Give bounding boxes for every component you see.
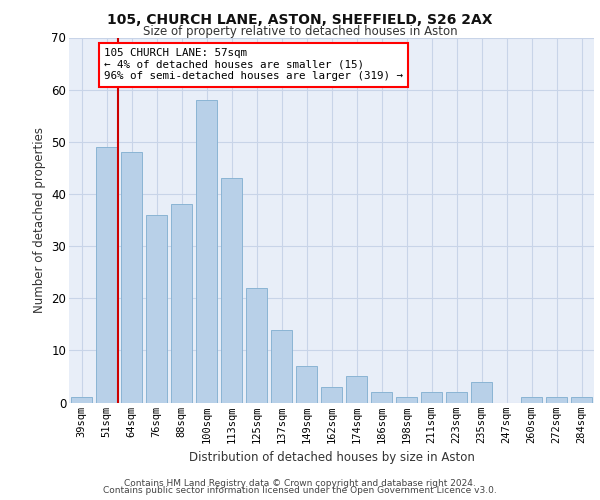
Bar <box>271 330 292 402</box>
Text: Contains public sector information licensed under the Open Government Licence v3: Contains public sector information licen… <box>103 486 497 495</box>
Bar <box>546 398 567 402</box>
X-axis label: Distribution of detached houses by size in Aston: Distribution of detached houses by size … <box>188 451 475 464</box>
Text: 105 CHURCH LANE: 57sqm
← 4% of detached houses are smaller (15)
96% of semi-deta: 105 CHURCH LANE: 57sqm ← 4% of detached … <box>104 48 403 81</box>
Bar <box>571 398 592 402</box>
Bar <box>521 398 542 402</box>
Bar <box>146 215 167 402</box>
Bar <box>196 100 217 402</box>
Bar <box>446 392 467 402</box>
Bar <box>321 387 342 402</box>
Bar <box>96 147 117 403</box>
Bar <box>371 392 392 402</box>
Bar <box>71 398 92 402</box>
Text: Size of property relative to detached houses in Aston: Size of property relative to detached ho… <box>143 25 457 38</box>
Bar <box>421 392 442 402</box>
Bar <box>121 152 142 403</box>
Text: 105, CHURCH LANE, ASTON, SHEFFIELD, S26 2AX: 105, CHURCH LANE, ASTON, SHEFFIELD, S26 … <box>107 12 493 26</box>
Bar <box>221 178 242 402</box>
Text: Contains HM Land Registry data © Crown copyright and database right 2024.: Contains HM Land Registry data © Crown c… <box>124 478 476 488</box>
Bar <box>396 398 417 402</box>
Y-axis label: Number of detached properties: Number of detached properties <box>33 127 46 313</box>
Bar <box>296 366 317 403</box>
Bar <box>171 204 192 402</box>
Bar <box>471 382 492 402</box>
Bar <box>246 288 267 403</box>
Bar <box>346 376 367 402</box>
